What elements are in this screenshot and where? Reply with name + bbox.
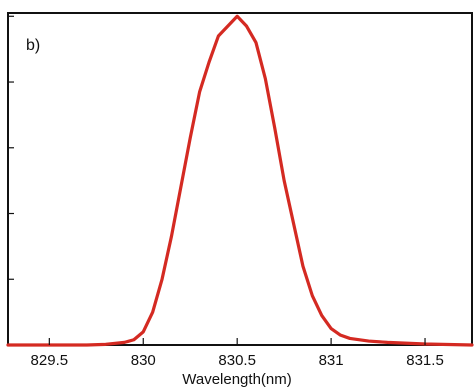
plot-frame: [7, 12, 473, 346]
x-tick-label: 831: [319, 352, 344, 369]
panel-label: b): [26, 37, 40, 54]
x-axis-label: Wavelength(nm): [182, 371, 291, 387]
x-tick-label: 829.5: [31, 352, 69, 369]
x-tick-labels: 829.5 830 830.5 831 831.5: [31, 352, 444, 369]
series-line: [6, 14, 474, 347]
series-lines: [6, 14, 474, 347]
x-tick-label: 830: [131, 352, 156, 369]
x-tick-label: 830.5: [218, 352, 256, 369]
x-tick-label: 831.5: [406, 352, 444, 369]
plot-border: [7, 12, 473, 346]
axis-ticks: [8, 15, 426, 345]
